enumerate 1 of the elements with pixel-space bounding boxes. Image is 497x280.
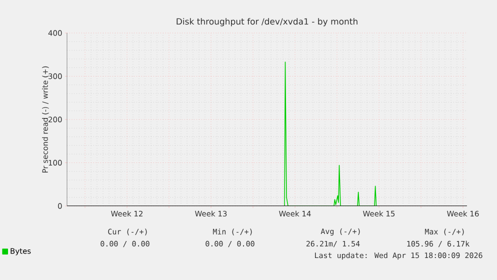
chart-title: Disk throughput for /dev/xvda1 - by month bbox=[176, 18, 358, 26]
